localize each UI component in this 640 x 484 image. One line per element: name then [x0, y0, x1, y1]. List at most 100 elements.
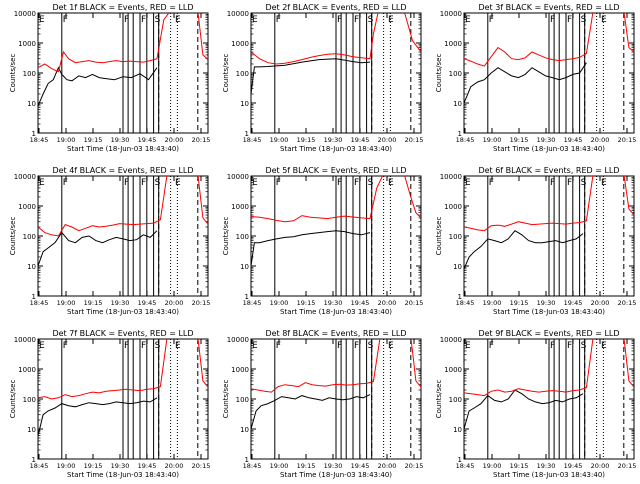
marker-letter: E [175, 15, 181, 25]
marker-letter: F [354, 178, 359, 188]
events-series-line [38, 397, 158, 436]
y-tick-label: 10 [240, 100, 249, 108]
series-group [464, 339, 634, 430]
marker-letter: S [581, 341, 587, 351]
x-tick-label: 20:00 [378, 299, 397, 307]
events-series-line [464, 62, 587, 104]
y-tick-label: 100 [236, 70, 249, 78]
x-tick-label: 19:30 [324, 299, 343, 307]
marker-letter: F [63, 15, 68, 25]
y-tick-label: 10 [240, 263, 249, 271]
marker-letter: F [489, 341, 494, 351]
x-axis-label: Start Time (18-Jun-03 18:43:40) [67, 471, 179, 479]
lld-series-line [464, 13, 634, 67]
x-tick-label: 19:00 [270, 299, 289, 307]
y-tick-label: 10000 [14, 10, 36, 18]
marker-letter: F [141, 178, 146, 188]
marker-lines [61, 339, 199, 459]
x-tick-label: 20:15 [192, 462, 211, 470]
x-tick-label: 18:45 [243, 299, 262, 307]
marker-letter: F [337, 341, 342, 351]
x-tick-label: 20:15 [618, 299, 637, 307]
marker-letter: F [124, 178, 129, 188]
marker-letter: F [489, 178, 494, 188]
x-axis-label: Start Time (18-Jun-03 18:43:40) [493, 308, 605, 316]
x-tick-label: 19:45 [351, 299, 370, 307]
x-tick-label: 19:30 [324, 462, 343, 470]
panel-title: Det 1f BLACK = Events, RED = LLD [52, 3, 193, 12]
x-tick-label: 19:30 [537, 462, 556, 470]
marker-letter: F [141, 15, 146, 25]
x-axis-label: Start Time (18-Jun-03 18:43:40) [67, 308, 179, 316]
x-tick-label: 20:00 [165, 136, 184, 144]
x-tick-label: 20:00 [165, 299, 184, 307]
y-tick-label: 1 [245, 130, 249, 138]
y-tick-label: 10 [27, 426, 36, 434]
marker-letter: E [388, 341, 394, 351]
y-tick-label: 10000 [227, 173, 249, 181]
marker-letter: E [39, 15, 45, 25]
marker-letter: F [567, 341, 572, 351]
x-tick-label: 20:15 [192, 299, 211, 307]
y-tick-label: 10000 [440, 336, 462, 344]
panel-title: Det 7f BLACK = Events, RED = LLD [52, 329, 193, 338]
marker-letter: F [276, 341, 281, 351]
marker-letter: F [354, 341, 359, 351]
marker-letter: E [388, 178, 394, 188]
x-tick-label: 19:30 [111, 136, 130, 144]
x-tick-label: 19:15 [84, 462, 103, 470]
series-group [251, 339, 421, 430]
series-group [38, 13, 208, 107]
y-tick-label: 1 [32, 456, 36, 464]
panel-title: Det 4f BLACK = Events, RED = LLD [52, 166, 193, 175]
x-tick-label: 19:00 [270, 136, 289, 144]
x-axis-label: Start Time (18-Jun-03 18:43:40) [280, 471, 392, 479]
x-tick-label: 19:15 [297, 136, 316, 144]
y-tick-label: 10 [240, 426, 249, 434]
x-axis-label: Start Time (18-Jun-03 18:43:40) [67, 145, 179, 153]
marker-letter: F [63, 341, 68, 351]
marker-lines [487, 339, 625, 459]
panel-title: Det 9f BLACK = Events, RED = LLD [478, 329, 619, 338]
x-tick-label: 20:00 [591, 136, 610, 144]
panel-det-1: Det 1f BLACK = Events, RED = LLD 1 10 100 10… [9, 3, 210, 153]
x-tick-label: 19:15 [510, 299, 529, 307]
marker-letter: E [465, 15, 471, 25]
x-tick-label: 20:00 [378, 462, 397, 470]
y-tick-label: 10 [27, 100, 36, 108]
x-tick-label: 19:45 [564, 299, 583, 307]
y-tick-label: 1000 [444, 366, 462, 374]
y-tick-label: 10 [27, 263, 36, 271]
marker-lines [274, 176, 412, 296]
y-axis-label: Counts/sec [435, 54, 443, 93]
panel-title: Det 3f BLACK = Events, RED = LLD [478, 3, 619, 12]
marker-letter: F [276, 178, 281, 188]
series-group [464, 176, 634, 270]
y-tick-label: 1 [458, 130, 462, 138]
lld-series-line [251, 13, 421, 65]
x-tick-label: 19:45 [351, 136, 370, 144]
y-tick-label: 100 [449, 396, 462, 404]
marker-letter: E [252, 15, 258, 25]
marker-letter: F [550, 178, 555, 188]
y-tick-label: 1 [458, 456, 462, 464]
x-tick-label: 19:15 [510, 136, 529, 144]
panel-det-7: Det 7f BLACK = Events, RED = LLD 1 10 100 10… [9, 329, 210, 479]
x-tick-label: 19:00 [483, 136, 502, 144]
marker-letter: S [368, 341, 374, 351]
y-tick-label: 10000 [440, 10, 462, 18]
panel-det-5: Det 5f BLACK = Events, RED = LLD 1 10 100 10… [222, 166, 423, 316]
marker-letter: S [368, 178, 374, 188]
x-tick-label: 19:15 [84, 299, 103, 307]
events-series-line [251, 58, 371, 95]
y-tick-label: 100 [23, 70, 36, 78]
x-axis-label: Start Time (18-Jun-03 18:43:40) [280, 308, 392, 316]
x-tick-label: 19:30 [111, 299, 130, 307]
y-tick-label: 1000 [231, 40, 249, 48]
marker-lines [61, 176, 199, 296]
marker-letter: E [175, 178, 181, 188]
x-tick-label: 18:45 [30, 462, 49, 470]
x-tick-label: 20:00 [378, 136, 397, 144]
events-series-line [38, 66, 158, 107]
